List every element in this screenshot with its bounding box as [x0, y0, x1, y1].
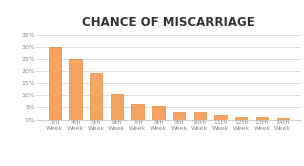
Bar: [152, 106, 164, 120]
Bar: [90, 74, 102, 120]
Bar: [111, 94, 123, 120]
Bar: [214, 115, 227, 120]
Bar: [173, 112, 185, 120]
Bar: [49, 47, 61, 120]
Bar: [235, 117, 247, 120]
Bar: [194, 112, 206, 120]
Bar: [69, 59, 82, 120]
Bar: [277, 118, 289, 120]
Bar: [256, 117, 268, 120]
Bar: [131, 104, 144, 120]
Title: CHANCE OF MISCARRIAGE: CHANCE OF MISCARRIAGE: [82, 16, 255, 29]
